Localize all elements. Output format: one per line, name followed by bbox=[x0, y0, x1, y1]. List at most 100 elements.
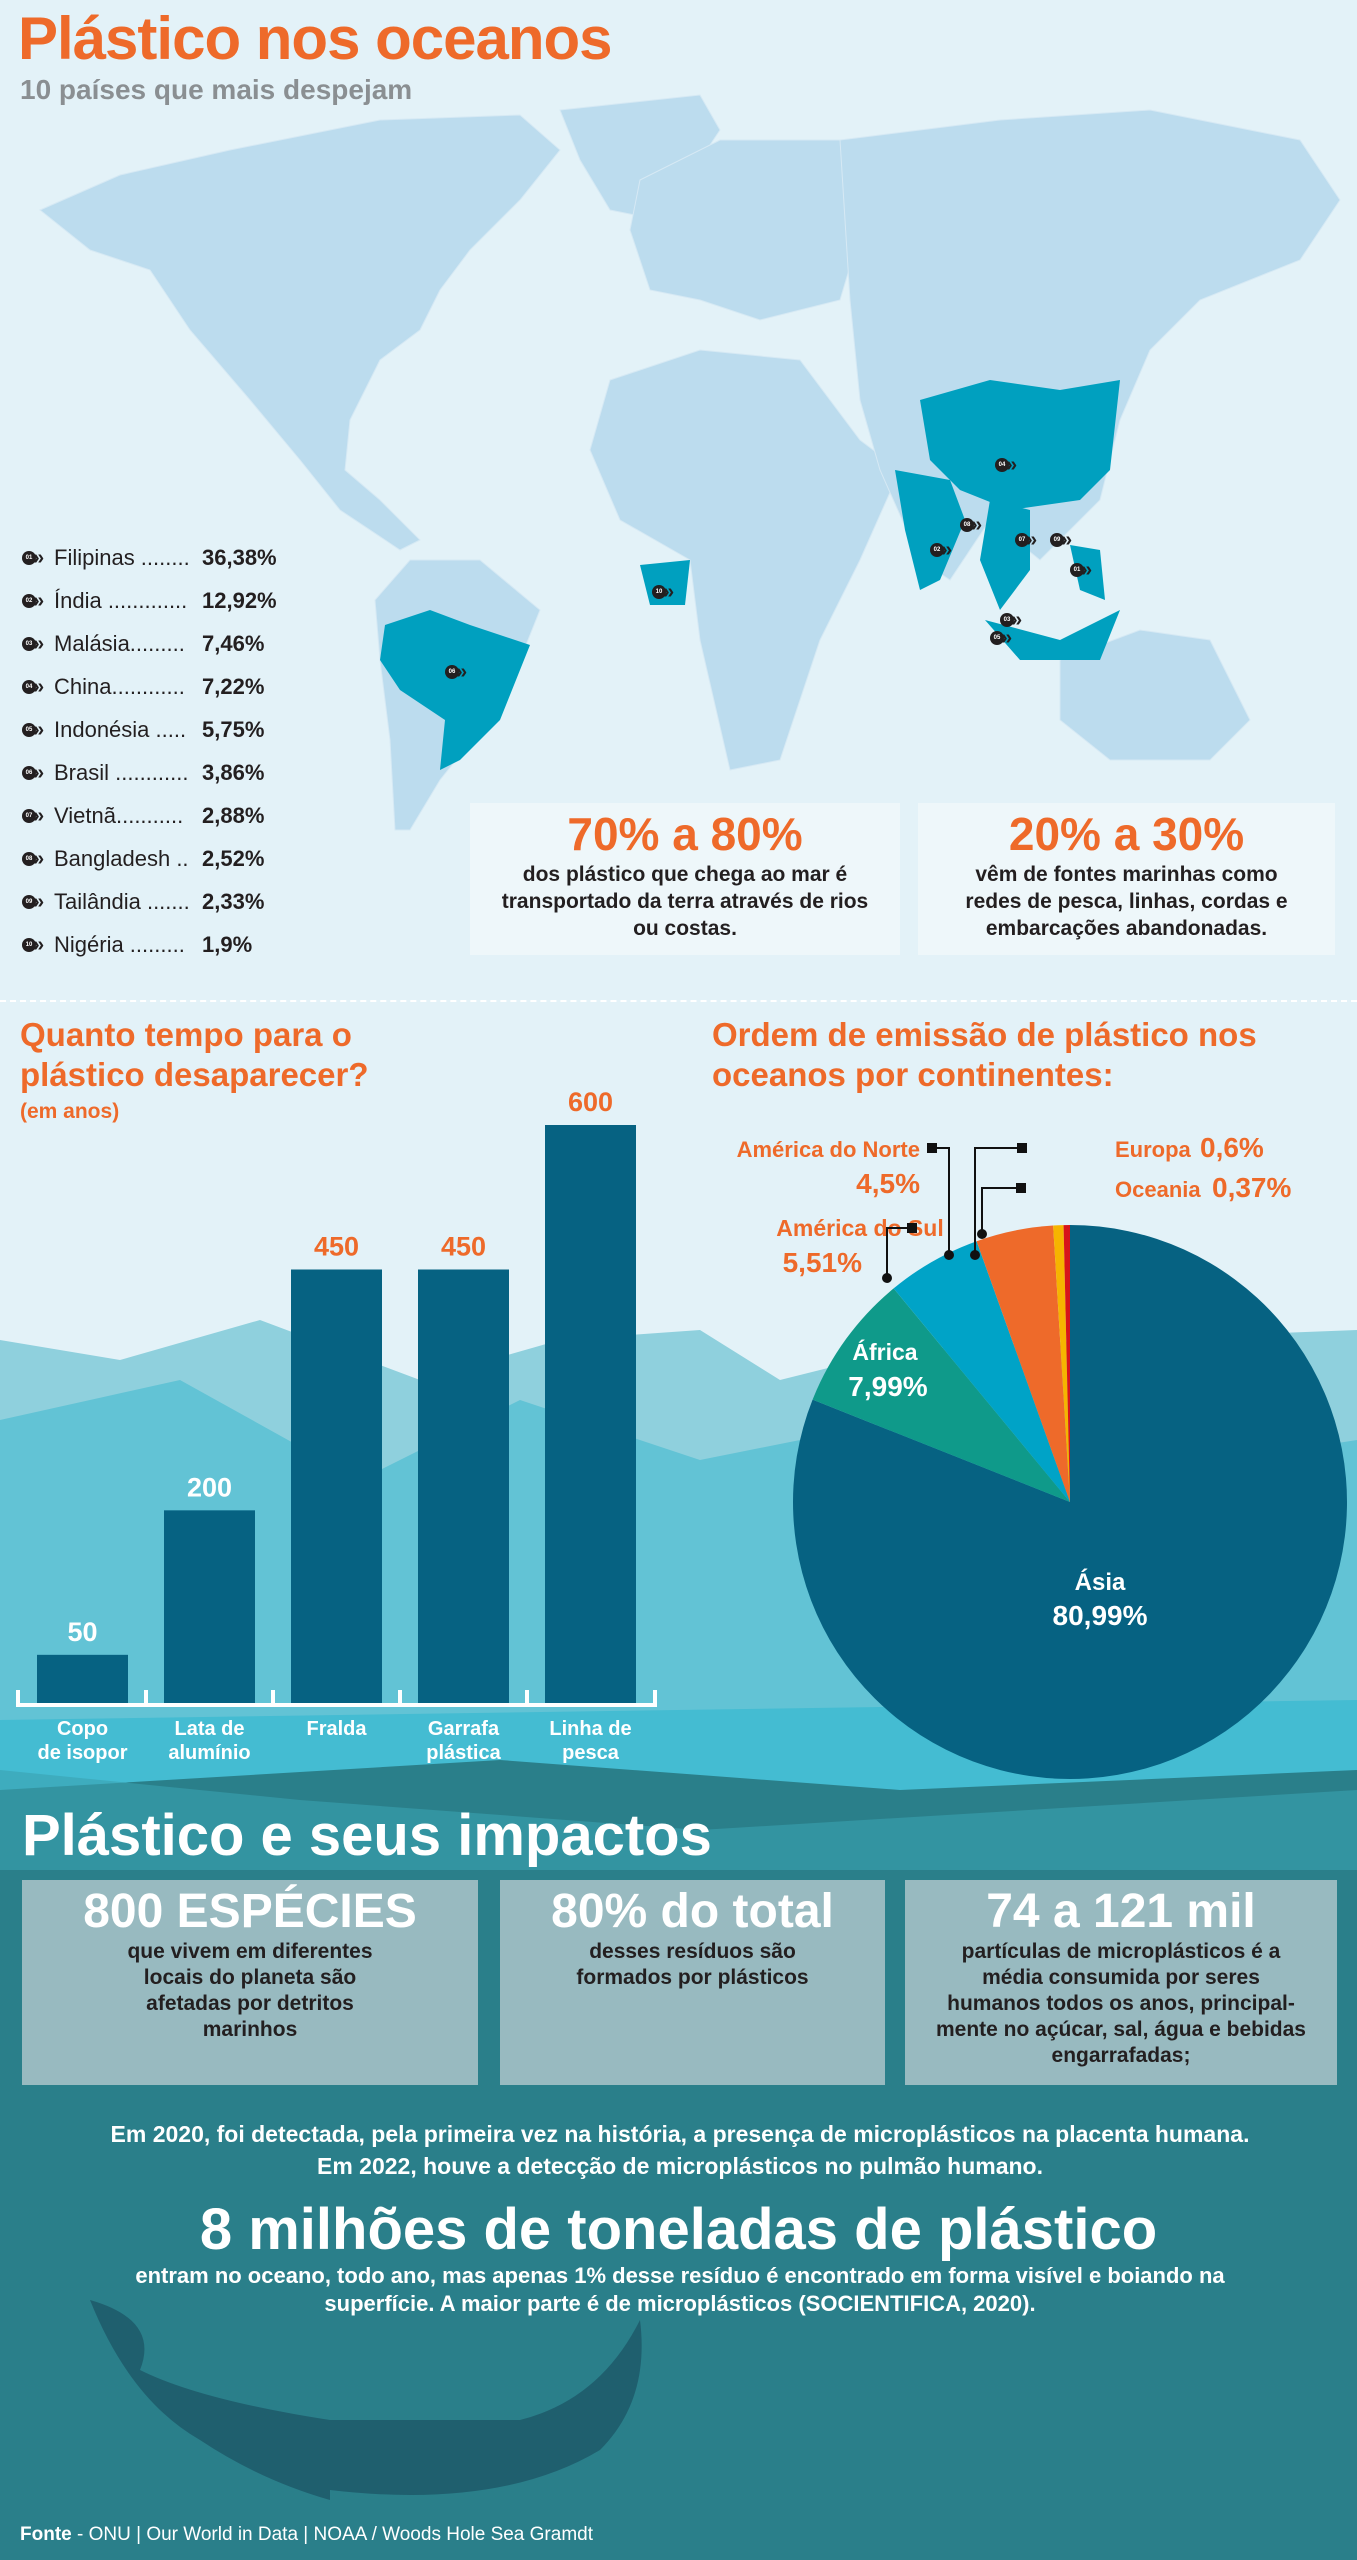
info-text: vêm de fontes marinhas como redes de pes… bbox=[965, 863, 1288, 940]
info-text: dos plástico que chega ao mar é transpor… bbox=[501, 863, 869, 940]
map-marker-icon: 02» bbox=[930, 540, 956, 560]
leader-dot-marker bbox=[944, 1250, 954, 1260]
chevron-badge-icon: 06» bbox=[22, 763, 48, 783]
pie-slice bbox=[976, 1225, 1070, 1502]
pie-leader-line bbox=[932, 1147, 950, 1255]
map-marker-icon: 03» bbox=[1000, 610, 1026, 630]
bar bbox=[164, 1510, 255, 1703]
india-shape bbox=[895, 470, 965, 590]
pie-label-name: América do Sul bbox=[776, 1215, 943, 1241]
placenta-paragraph: Em 2020, foi detectada, pela primeira ve… bbox=[110, 2121, 1250, 2179]
country-percent: 7,22% bbox=[202, 673, 265, 699]
bar-category-label: alumínio bbox=[168, 1742, 250, 1764]
pie-label-value: 0,6% bbox=[1200, 1132, 1264, 1163]
chevron-badge-icon: 08» bbox=[22, 849, 48, 869]
chevron-badge-icon: 10» bbox=[22, 935, 48, 955]
x-axis-bracket bbox=[16, 1690, 657, 1707]
leader-square-marker bbox=[907, 1223, 917, 1233]
chevron-badge-icon: 07» bbox=[22, 806, 48, 826]
map-marker-icon: 06» bbox=[445, 662, 471, 682]
country-name: Bangladesh .. bbox=[54, 845, 189, 871]
impact-box-microplastics: 74 a 121 mil partículas de microplástico… bbox=[905, 1880, 1337, 2085]
impact-text: que vivem em diferentes locais do planet… bbox=[127, 1940, 373, 2041]
impact-text: partículas de microplásticos é a média c… bbox=[936, 1940, 1306, 2067]
bar-chart-title: Quanto tempo para o plástico desaparecer… bbox=[20, 1016, 369, 1093]
chevron-badge-icon: 04» bbox=[22, 677, 48, 697]
map-marker-icon: 10» bbox=[652, 582, 678, 602]
country-name: Malásia......... bbox=[54, 630, 185, 656]
pie-label-name: América do Norte bbox=[737, 1137, 920, 1162]
pie-slice bbox=[893, 1241, 1070, 1502]
leader-dot-marker bbox=[882, 1273, 892, 1283]
teal-upper bbox=[0, 1770, 1357, 1870]
impacts-title: Plástico e seus impactos bbox=[22, 1803, 712, 1868]
bar-value-label: 450 bbox=[441, 1232, 486, 1262]
page-title: Plástico nos oceanos bbox=[18, 5, 613, 72]
country-row: 04» China............ 7,22% bbox=[22, 665, 277, 708]
country-row: 05» Indonésia ..... 5,75% bbox=[22, 708, 277, 751]
australia bbox=[1059, 629, 1251, 761]
impact-headline: 80% do total bbox=[551, 1885, 834, 1938]
chevron-badge-icon: 01» bbox=[22, 548, 48, 568]
info-box-land: 70% a 80% dos plástico que chega ao mar … bbox=[470, 803, 900, 955]
pie-chart-title: Ordem de emissão de plástico nos oceanos… bbox=[712, 1016, 1257, 1093]
bar-value-label: 200 bbox=[187, 1472, 232, 1502]
country-name: Vietnã........... bbox=[54, 802, 184, 828]
country-row: 10» Nigéria ......... 1,9% bbox=[22, 923, 277, 966]
map-marker-icon: 09» bbox=[1050, 530, 1076, 550]
country-row: 08» Bangladesh .. 2,52% bbox=[22, 837, 277, 880]
europe bbox=[629, 139, 871, 321]
country-name: Indonésia ..... bbox=[54, 716, 187, 742]
country-name: Índia ............. bbox=[54, 587, 188, 613]
info-headline: 70% a 80% bbox=[567, 808, 803, 860]
country-percent: 2,88% bbox=[202, 802, 265, 828]
bar-category-label: pesca bbox=[562, 1742, 620, 1764]
pie-slice bbox=[812, 1288, 1070, 1502]
impact-headline: 74 a 121 mil bbox=[986, 1885, 1256, 1938]
china-shape bbox=[920, 380, 1120, 510]
leader-square-marker bbox=[927, 1143, 937, 1153]
bar-value-label: 600 bbox=[568, 1087, 613, 1117]
bar bbox=[291, 1269, 382, 1703]
chevron-badge-icon: 09» bbox=[22, 892, 48, 912]
country-row: 03» Malásia......... 7,46% bbox=[22, 622, 277, 665]
bar-category-label: Lata de bbox=[174, 1718, 244, 1740]
pie-leader-line bbox=[886, 1227, 912, 1278]
country-percent: 7,46% bbox=[202, 630, 265, 656]
bar-category-label: Garrafa bbox=[428, 1718, 500, 1740]
leader-dot-marker bbox=[970, 1250, 980, 1260]
leader-square-marker bbox=[1016, 1183, 1026, 1193]
highlighted-countries bbox=[380, 380, 1120, 770]
country-percent: 1,9% bbox=[202, 931, 253, 957]
impact-box-total: 80% do total desses resíduos são formado… bbox=[500, 1880, 885, 2085]
pie-label-value: 7,99% bbox=[848, 1371, 927, 1402]
map-marker-icon: 08» bbox=[960, 515, 986, 535]
map-marker-icon: 05» bbox=[990, 628, 1016, 648]
section-divider bbox=[0, 1000, 1357, 1002]
impact-text: desses resíduos são formados por plástic… bbox=[576, 1940, 809, 1989]
indonesia-shape bbox=[985, 610, 1120, 660]
leader-dot-marker bbox=[977, 1229, 987, 1239]
pie-leader-line bbox=[974, 1147, 1022, 1255]
country-percent: 3,86% bbox=[202, 759, 265, 785]
chevron-badge-icon: 05» bbox=[22, 720, 48, 740]
pie-leader-line bbox=[981, 1187, 1021, 1234]
bar bbox=[418, 1269, 509, 1703]
bar-category-label: Linha de bbox=[549, 1718, 631, 1740]
country-row: 07» Vietnã........... 2,88% bbox=[22, 794, 277, 837]
pie-label-value: 80,99% bbox=[1053, 1600, 1148, 1631]
bar-value-label: 450 bbox=[314, 1232, 359, 1262]
chevron-badge-icon: 03» bbox=[22, 634, 48, 654]
bar bbox=[37, 1654, 128, 1703]
bar-category-label: de isopor bbox=[37, 1742, 127, 1764]
footer: Fonte - ONU | Our World in Data | NOAA /… bbox=[20, 2524, 593, 2546]
pie-label-name: África bbox=[852, 1338, 917, 1365]
se-asia-shape bbox=[980, 500, 1030, 610]
bar-category-label: Fralda bbox=[306, 1718, 367, 1740]
footer-sources: - ONU | Our World in Data | NOAA / Woods… bbox=[71, 2524, 594, 2545]
big-stat-text: entram no oceano, todo ano, mas apenas 1… bbox=[135, 2263, 1225, 2316]
map-marker-icon: 07» bbox=[1015, 530, 1041, 550]
bar-category-label: Copo bbox=[57, 1718, 108, 1740]
country-name: Brasil ............ bbox=[54, 759, 189, 785]
pie-chart: Ásia 80,99% África 7,99% América do Sul 5,51%… bbox=[737, 1132, 1347, 1779]
